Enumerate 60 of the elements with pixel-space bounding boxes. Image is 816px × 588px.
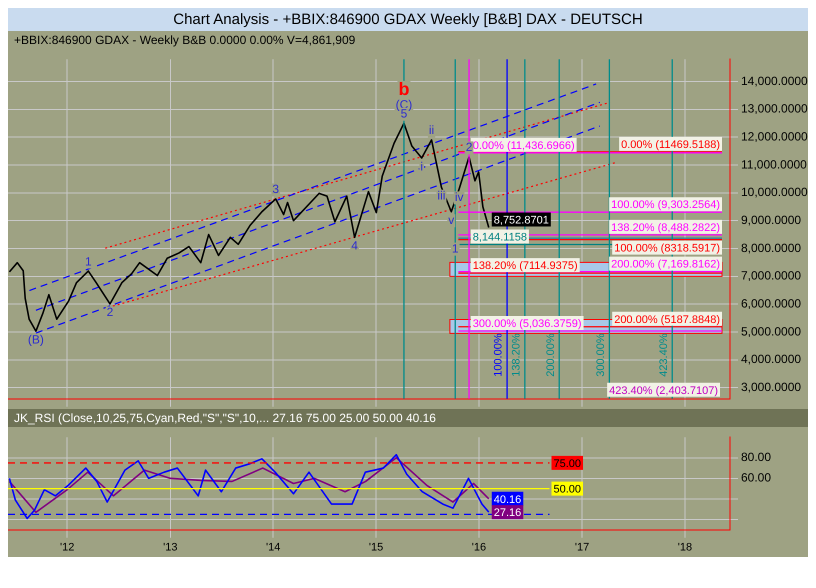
ref-line-label: 0.00% (11,436.6966) xyxy=(472,140,575,152)
annotation: 423.40% (2,403.7107) xyxy=(609,384,718,397)
y-tick-label: 7,000.0000 xyxy=(741,268,802,283)
y-tick-label: 5,000.0000 xyxy=(741,324,802,338)
x-tick-label: '18 xyxy=(678,541,692,554)
annotation: 8,752.8701 xyxy=(494,214,549,227)
y-tick-label: 11,000.0000 xyxy=(741,157,808,172)
y-tick-label: 9,000.0000 xyxy=(741,212,802,227)
annotation: 3 xyxy=(272,182,280,196)
ref-line-label: 100.00% (8318.5917) xyxy=(614,242,720,255)
ref-line-label: 138.20% (7114.9375) xyxy=(472,260,578,272)
y-tick-label: 8,000.0000 xyxy=(741,240,802,255)
annotation: iii xyxy=(437,188,446,203)
chart-title: Chart Analysis - +BBIX:846900 GDAX Weekly [B&B] DAX - DEUTSCH xyxy=(8,8,808,31)
annotation: (B) xyxy=(28,332,44,346)
annotation: i xyxy=(420,159,424,174)
ref-line-label: 300.00% (5,036.3759) xyxy=(472,318,582,330)
x-tick-label: '14 xyxy=(266,541,280,554)
annotation: 2 xyxy=(466,140,473,154)
ref-line-label: 200.00% (5187.8848) xyxy=(614,314,720,326)
ref-line-label: 300.00% xyxy=(594,333,607,377)
annotation: 4 xyxy=(351,238,358,253)
y-tick-label: 6,000.0000 xyxy=(741,296,802,310)
chart-title: JK_RSI (Close,10,25,75,Cyan,Red,"S","S",10,... 27.16 75.00 25.00 50.00 40.16 xyxy=(8,409,808,427)
ref-line-label: 138.20% (8,488.2822) xyxy=(611,222,720,234)
y-tick-label: 10,000.0000 xyxy=(741,185,808,200)
x-tick-label: '13 xyxy=(163,541,178,554)
annotation: b xyxy=(398,78,410,99)
x-tick-label: '12 xyxy=(60,541,74,554)
ref-line-label: 100.00% (9,303.2564) xyxy=(611,199,720,212)
annotation: 5 xyxy=(400,106,408,121)
annotation: 2 xyxy=(106,305,114,320)
x-tick-label: '17 xyxy=(574,541,590,554)
y-tick-label: 12,000.0000 xyxy=(741,129,808,144)
ref-line-label: 75.00 xyxy=(554,458,582,470)
annotation: 40.16 xyxy=(494,494,522,506)
ref-line-label: 200.00% xyxy=(544,333,557,377)
annotation: 1 xyxy=(84,254,92,268)
x-tick-label: '16 xyxy=(472,541,486,554)
y-tick-label: 60.00 xyxy=(741,470,772,485)
chart-subtitle: +BBIX:846900 GDAX - Weekly B&B 0.0000 0.00% V=4,861,909 xyxy=(8,31,808,49)
ref-line-label: 8,144.1158 xyxy=(472,231,527,244)
ref-line-label: 0.00% (11469.5188) xyxy=(621,138,720,151)
ref-line-label: 138.20% xyxy=(510,333,522,377)
y-tick-label: 80.00 xyxy=(741,450,772,464)
annotation: 1 xyxy=(452,241,459,256)
annotation: (C) xyxy=(396,97,412,112)
y-tick-label: 3,000.0000 xyxy=(741,380,802,394)
annotation: ii xyxy=(428,123,434,138)
ref-line-label: 100.00% xyxy=(492,333,505,377)
ref-line-label: 200.00% (7,169.8162) xyxy=(611,258,720,271)
y-tick-label: 4,000.0000 xyxy=(741,352,802,366)
y-tick-label: 14,000.0000 xyxy=(741,74,808,88)
annotation: v xyxy=(448,213,454,228)
ref-line-label: 423.40% xyxy=(658,333,670,377)
annotation: iv xyxy=(454,190,464,204)
x-tick-label: '15 xyxy=(368,541,384,554)
annotation: 27.16 xyxy=(494,507,522,520)
y-tick-label: 13,000.0000 xyxy=(741,102,808,116)
ref-line-label: 50.00 xyxy=(554,484,582,496)
